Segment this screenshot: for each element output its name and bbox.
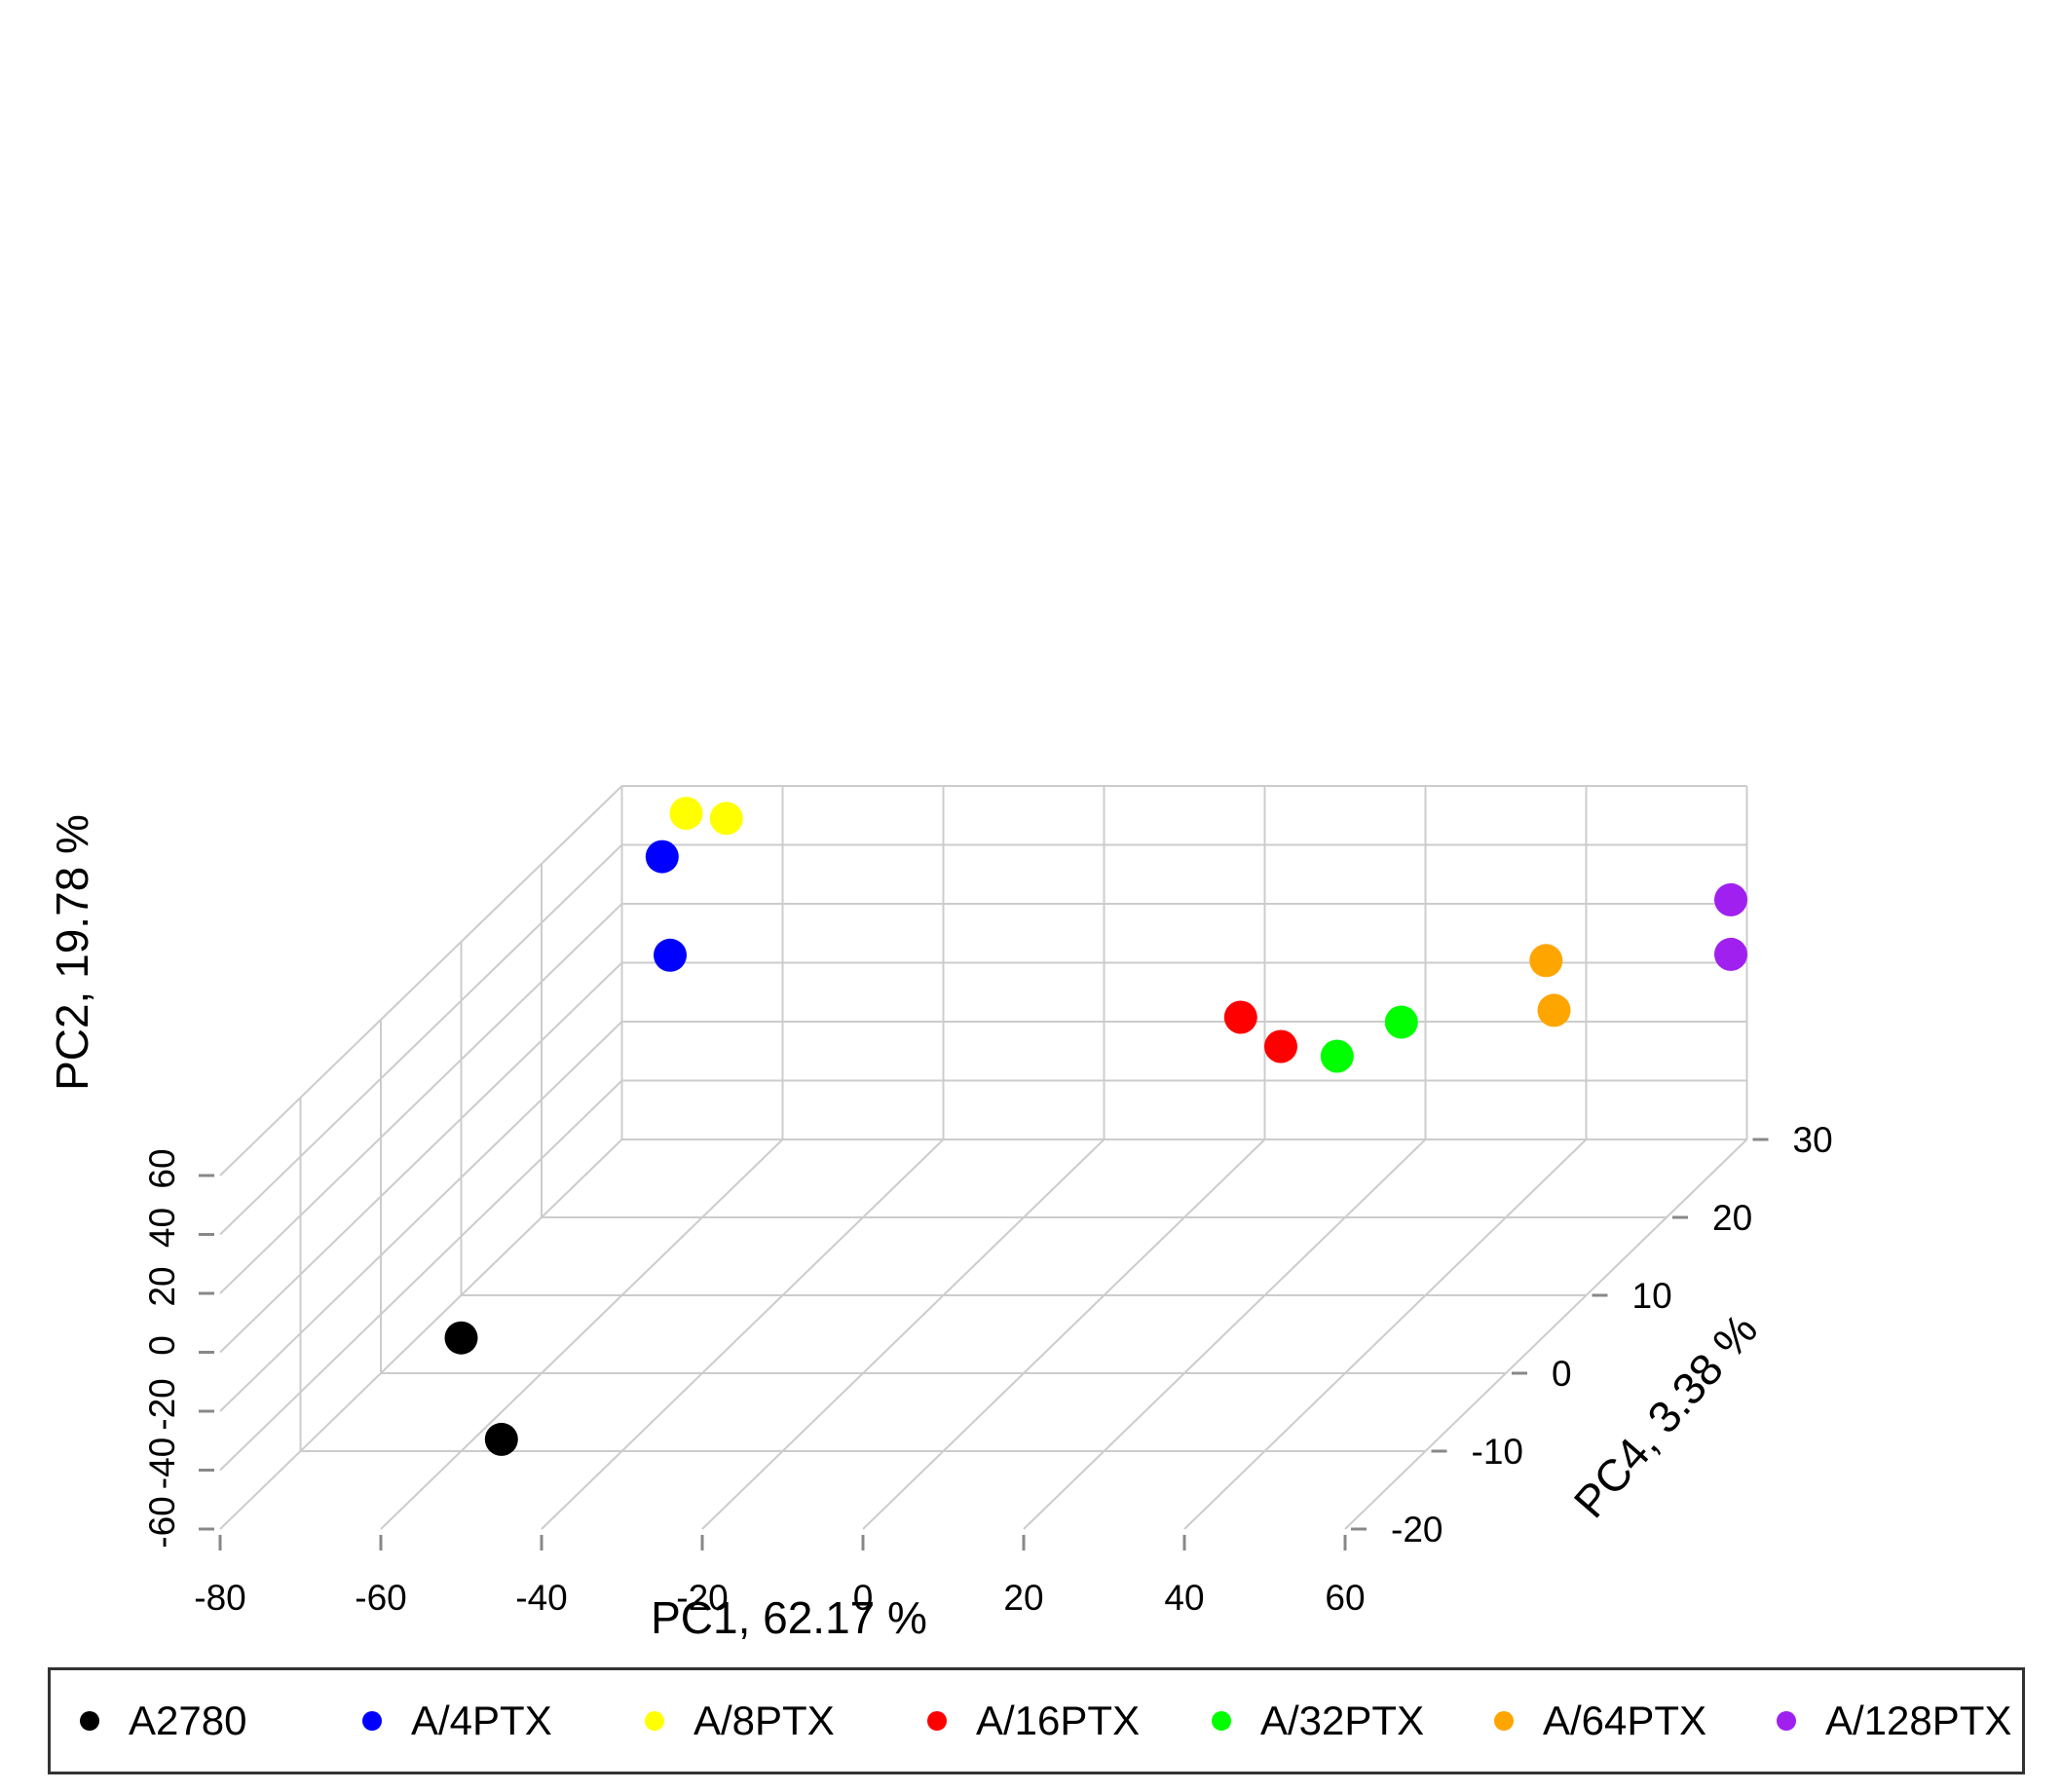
side-grid-depth-line xyxy=(219,961,623,1354)
legend-label: A/32PTX xyxy=(1260,1698,1425,1743)
x-axis-title: PC1, 62.17 % xyxy=(651,1592,927,1643)
floor-grid-depth-line xyxy=(219,1139,623,1530)
data-point-a-4ptx xyxy=(645,840,679,874)
side-grid-depth-line xyxy=(219,785,623,1176)
data-point-a2780 xyxy=(444,1321,478,1355)
side-grid-depth-line xyxy=(219,1021,623,1412)
legend-item: A/4PTX xyxy=(362,1670,552,1772)
z-tick-label: -10 xyxy=(1472,1432,1523,1472)
x-tick-label: 20 xyxy=(1003,1578,1043,1618)
legend-marker xyxy=(1212,1711,1231,1731)
data-point-a-128ptx xyxy=(1714,882,1747,916)
side-grid-depth-line xyxy=(219,1079,623,1472)
axis-tick-labels: -80 -60 -40 -20 0 20 40 60 -60 -40 -20 0 20 40 60 -20 -1… xyxy=(142,1120,1833,1618)
y-tick-label: 0 xyxy=(142,1335,182,1356)
legend-label: A/4PTX xyxy=(411,1698,552,1743)
x-tick-label: -40 xyxy=(515,1578,567,1618)
legend-item: A/8PTX xyxy=(645,1670,835,1772)
legend-label: A/128PTX xyxy=(1825,1698,2012,1743)
data-point-a-64ptx xyxy=(1537,993,1571,1027)
side-grid-depth-line xyxy=(219,903,623,1294)
z-axis-title: PC4, 3.38 % xyxy=(1564,1304,1768,1527)
data-points xyxy=(444,797,1747,1456)
floor-grid-depth-line xyxy=(541,1139,945,1530)
x-tick-label: 60 xyxy=(1325,1578,1365,1618)
legend-marker xyxy=(927,1711,947,1731)
data-point-a-4ptx xyxy=(654,938,687,972)
side-grid-depth-line xyxy=(219,843,623,1236)
y-axis-title: PC2, 19.78 % xyxy=(47,814,97,1091)
data-point-a-64ptx xyxy=(1529,944,1563,978)
floor-grid-depth-line xyxy=(380,1139,784,1530)
data-point-a-32ptx xyxy=(1384,1005,1418,1039)
z-tick-label: 10 xyxy=(1632,1276,1672,1316)
z-tick-label: -20 xyxy=(1391,1510,1443,1549)
x-tick-label: 40 xyxy=(1164,1578,1204,1618)
x-tick-label: -20 xyxy=(676,1578,728,1618)
y-tick-label: 20 xyxy=(142,1266,182,1306)
data-point-a-8ptx xyxy=(669,797,703,831)
floor-grid-depth-line xyxy=(1183,1139,1588,1530)
y-tick-label: -60 xyxy=(142,1496,182,1548)
floor-grid-depth-line xyxy=(701,1139,1105,1530)
legend-marker xyxy=(80,1711,99,1731)
legend-item: A/64PTX xyxy=(1494,1670,1706,1772)
floor-grid-depth-line xyxy=(1344,1139,1748,1530)
legend-label: A/8PTX xyxy=(693,1698,835,1743)
data-point-a-16ptx xyxy=(1264,1029,1297,1064)
data-point-a2780 xyxy=(484,1422,518,1456)
legend-label: A2780 xyxy=(129,1698,247,1743)
back-grid-lines xyxy=(621,785,1748,1139)
side-grid-lines xyxy=(219,785,623,1472)
axis-tick-marks xyxy=(199,1138,1769,1550)
x-tick-label: -60 xyxy=(355,1578,406,1618)
z-tick-label: 30 xyxy=(1793,1120,1833,1160)
floor-grid-lines xyxy=(219,1139,1748,1530)
legend-marker xyxy=(645,1711,664,1731)
data-point-a-8ptx xyxy=(709,802,743,836)
legend-item: A/128PTX xyxy=(1777,1670,2011,1772)
z-tick-label: 0 xyxy=(1552,1354,1572,1394)
x-tick-label: 0 xyxy=(853,1578,874,1618)
legend-item: A/32PTX xyxy=(1212,1670,1424,1772)
legend-marker xyxy=(1777,1711,1796,1731)
data-point-a-16ptx xyxy=(1223,1000,1257,1034)
legend-item: A2780 xyxy=(80,1670,246,1772)
legend: A2780 A/4PTX A/8PTX A/16PTX A/32PTX A/64… xyxy=(48,1667,2025,1774)
y-tick-label: 40 xyxy=(142,1208,182,1248)
legend-item: A/16PTX xyxy=(927,1670,1140,1772)
z-tick-label: 20 xyxy=(1712,1198,1752,1238)
legend-marker xyxy=(1494,1711,1514,1731)
y-tick-label: -20 xyxy=(142,1378,182,1430)
data-point-a-32ptx xyxy=(1320,1039,1354,1073)
x-tick-label: -80 xyxy=(194,1578,245,1618)
legend-label: A/64PTX xyxy=(1543,1698,1707,1743)
legend-marker xyxy=(362,1711,382,1731)
data-point-a-128ptx xyxy=(1714,937,1747,971)
floor-grid-depth-line xyxy=(862,1139,1266,1530)
floor-grid-depth-line xyxy=(1023,1139,1427,1530)
y-tick-label: -40 xyxy=(142,1437,182,1489)
y-tick-label: 60 xyxy=(142,1148,182,1188)
legend-label: A/16PTX xyxy=(976,1698,1141,1743)
